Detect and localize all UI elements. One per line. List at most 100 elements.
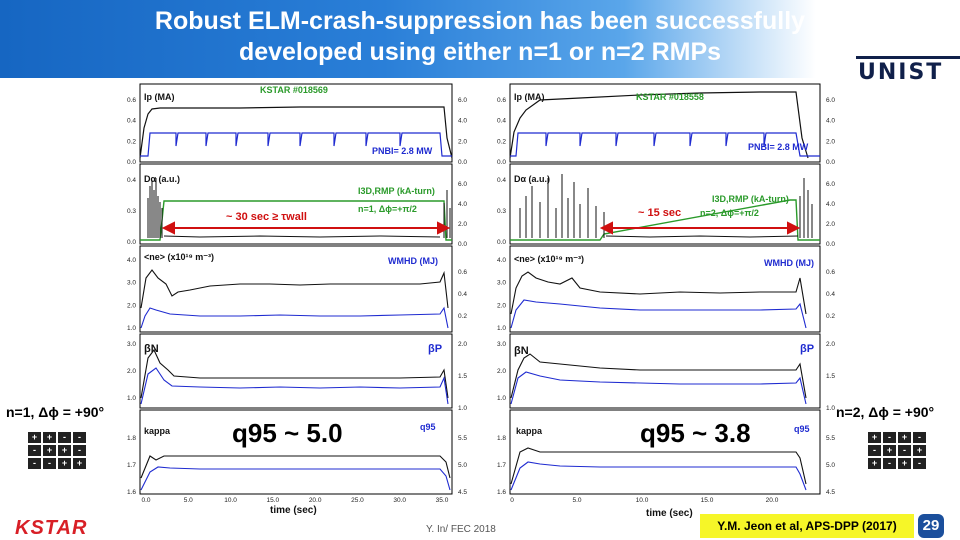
citation-badge: Y.M. Jeon et al, APS-DPP (2017) <box>700 514 914 538</box>
left-da-tick-1: 0.3 <box>127 208 136 215</box>
left-x-tick-1: 5.0 <box>184 497 193 504</box>
right-wmhd-tick-1: 0.4 <box>826 291 835 298</box>
left-shot-label: KSTAR #018569 <box>260 85 328 95</box>
right-q95-trace <box>510 461 807 491</box>
left-config-label: n=1, Δϕ = +90° <box>6 404 105 420</box>
right-ne-tick-1: 3.0 <box>497 280 506 287</box>
right-irmp-tick-0: 6.0 <box>826 181 835 188</box>
left-ip-tick-2: 0.2 <box>127 138 136 145</box>
left-irmp-tick-0: 6.0 <box>458 181 467 188</box>
left-ip-trace <box>139 106 453 159</box>
right-betap-tick-2: 1.0 <box>826 405 835 412</box>
left-da-tick-2: 0.0 <box>127 239 136 246</box>
right-coil-sign-5: + <box>883 445 896 456</box>
left-coil-sign-5: + <box>43 445 56 456</box>
right-kappa-label: kappa <box>516 426 543 436</box>
right-irmp-label: I3D,RMP (kA-turn) <box>712 194 789 204</box>
right-q95-tick-1: 5.0 <box>826 462 835 469</box>
left-dalpha-bursts <box>147 178 451 238</box>
left-ne-tick-0: 4.0 <box>127 257 136 264</box>
right-dalpha-bursts <box>519 174 813 238</box>
right-coil-sign-8: + <box>868 458 881 469</box>
left-pnbi-tick-3: 0.0 <box>458 159 467 166</box>
right-coil-phase-grid: + - + - - + - + + - + - <box>868 432 926 469</box>
right-ne-tick-2: 2.0 <box>497 302 506 309</box>
right-coil-sign-10: + <box>898 458 911 469</box>
left-irmp-trace <box>140 200 452 241</box>
left-pnbi-tick-0: 6.0 <box>458 97 467 104</box>
slide-title: Robust ELM-crash-suppression has been su… <box>40 6 920 68</box>
left-irmp-tick-1: 4.0 <box>458 201 467 208</box>
right-coil-sign-2: + <box>898 432 911 443</box>
right-pnbi-tick-0: 6.0 <box>826 97 835 104</box>
left-kappa-tick-0: 1.8 <box>127 435 136 442</box>
right-x-tick-4: 20.0 <box>766 497 779 504</box>
left-pnbi-tick-1: 4.0 <box>458 118 467 125</box>
left-wmhd-trace <box>140 306 449 329</box>
right-coil-sign-6: - <box>898 445 911 456</box>
right-shot-label: KSTAR #018558 <box>636 92 704 102</box>
right-coil-sign-9: - <box>883 458 896 469</box>
right-x-tick-2: 10.0 <box>636 497 649 504</box>
right-irmp-tick-2: 2.0 <box>826 221 835 228</box>
left-kappa-tick-2: 1.6 <box>127 489 136 496</box>
right-ip-tick-3: 0.0 <box>497 159 506 166</box>
right-coil-sign-0: + <box>868 432 881 443</box>
right-irmp-trace <box>510 199 820 241</box>
right-kappa-frame <box>509 409 821 495</box>
left-ip-tick-3: 0.0 <box>127 159 136 166</box>
right-ne-label: <ne> (x10¹⁹ m⁻³) <box>514 254 584 264</box>
right-ip-label: Ip (MA) <box>514 92 545 102</box>
left-beta-frame <box>139 333 453 409</box>
left-x-tick-0: 0.0 <box>141 497 150 504</box>
right-xlabel: time (sec) <box>646 508 693 518</box>
title-line-1: Robust ELM-crash-suppression has been su… <box>154 7 806 35</box>
left-betap-tick-2: 1.0 <box>458 405 467 412</box>
right-pnbi-trace <box>510 132 820 157</box>
left-duration-label: ~ 30 sec ≥ τwall <box>226 211 307 223</box>
left-kappa-trace <box>140 455 451 479</box>
right-config-label: n=2, Δϕ = +90° <box>836 404 935 420</box>
left-betan-tick-0: 3.0 <box>127 341 136 348</box>
left-rmp-config: n=1, Δϕ=+π/2 <box>358 204 417 214</box>
right-wmhd-trace <box>510 299 807 329</box>
right-pnbi-tick-2: 2.0 <box>826 138 835 145</box>
left-irmp-label: I3D,RMP (kA-turn) <box>358 186 435 196</box>
right-coil-sign-4: - <box>868 445 881 456</box>
right-wmhd-label: WMHD (MJ) <box>764 258 814 268</box>
left-q95-tick-1: 5.0 <box>458 462 467 469</box>
right-q95-callout: q95 ~ 3.8 <box>640 418 751 448</box>
right-kappa-tick-0: 1.8 <box>497 435 506 442</box>
right-da-label: Dα (a.u.) <box>514 174 550 184</box>
left-da-tick-0: 0.4 <box>127 177 136 184</box>
right-betap-label: βP <box>800 343 814 355</box>
left-wmhd-label: WMHD (MJ) <box>388 256 438 266</box>
left-q95-callout: q95 ~ 5.0 <box>232 418 343 448</box>
header-banner <box>0 0 960 78</box>
left-wmhd-tick-1: 0.4 <box>458 291 467 298</box>
right-betap-tick-0: 2.0 <box>826 341 835 348</box>
right-q95-tick-2: 4.5 <box>826 489 835 496</box>
right-pnbi-tick-1: 4.0 <box>826 118 835 125</box>
right-ne-tick-3: 1.0 <box>497 325 506 332</box>
left-betap-tick-0: 2.0 <box>458 341 467 348</box>
right-x-tick-1: 5.0 <box>572 497 581 504</box>
right-duration-label: ~ 15 sec <box>638 207 681 219</box>
right-x-tick-0: 0 <box>510 497 514 504</box>
left-ip-frame <box>139 83 453 163</box>
right-betan-tick-2: 1.0 <box>497 395 506 402</box>
logo-bar <box>856 56 960 59</box>
left-wmhd-tick-2: 0.2 <box>458 313 467 320</box>
right-ne-frame <box>509 245 821 333</box>
title-line-2: developed using either n=1 or n=2 RMPs <box>238 38 722 66</box>
right-coil-sign-11: - <box>913 458 926 469</box>
right-betap-trace <box>510 371 807 405</box>
left-x-tick-5: 25.0 <box>351 497 364 504</box>
left-x-tick-3: 15.0 <box>267 497 280 504</box>
left-coil-sign-9: - <box>43 458 56 469</box>
right-coil-sign-7: + <box>913 445 926 456</box>
left-ne-tick-1: 3.0 <box>127 280 136 287</box>
right-kappa-tick-1: 1.7 <box>497 462 506 469</box>
right-rmp-config: n=2, Δϕ=+π/2 <box>700 208 759 218</box>
left-betap-label: βP <box>428 343 442 355</box>
